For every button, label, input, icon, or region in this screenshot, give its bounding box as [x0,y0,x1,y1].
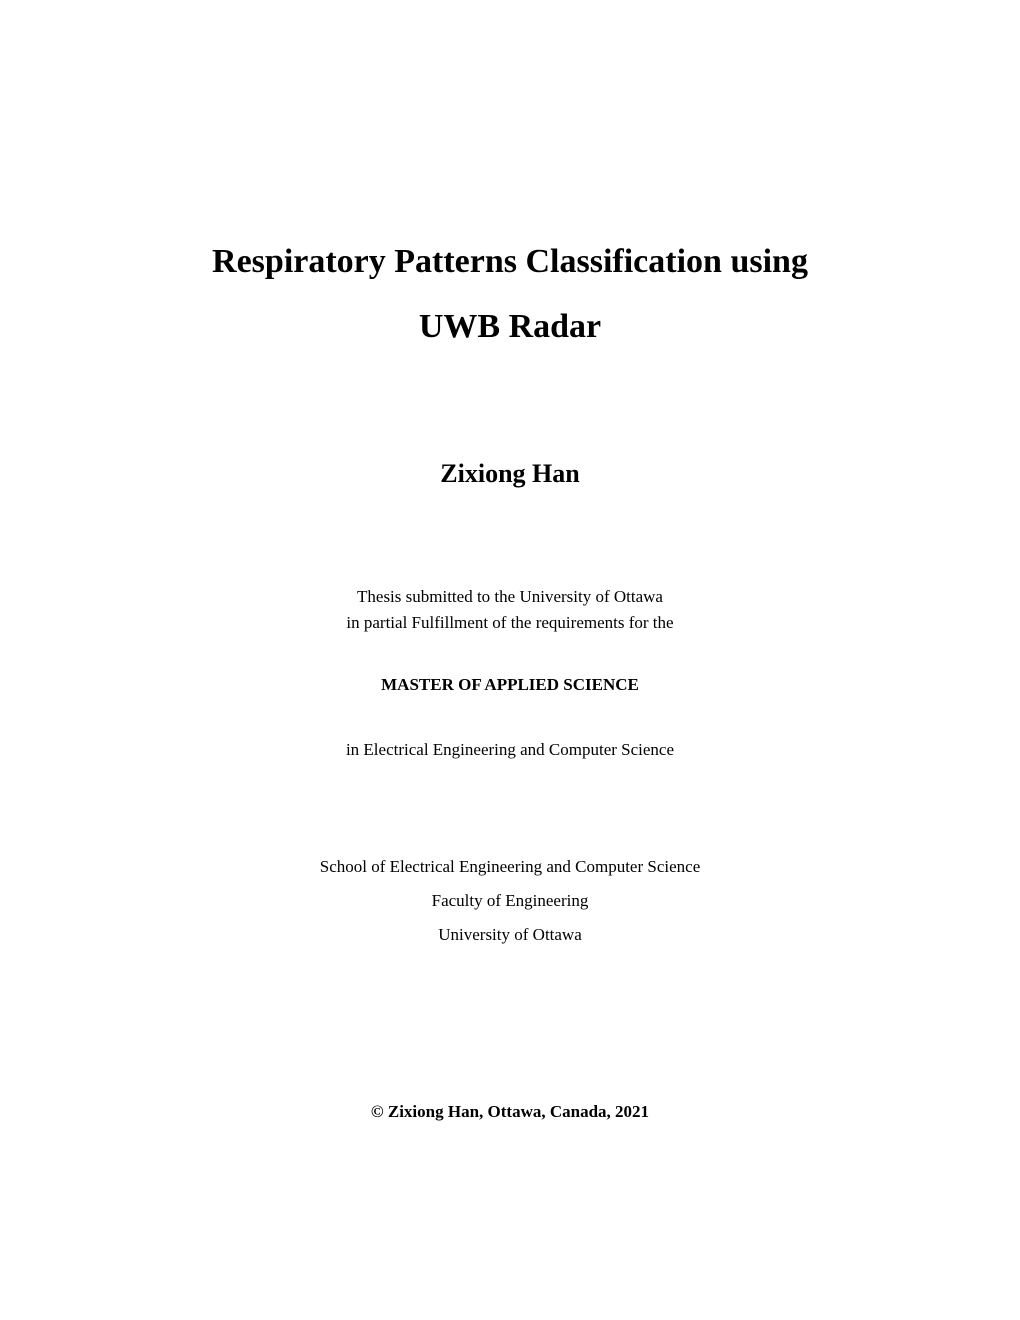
thesis-title-page: Respiratory Patterns Classification usin… [0,0,1020,1320]
copyright-notice: © Zixiong Han, Ottawa, Canada, 2021 [120,1102,900,1122]
faculty-name: Faculty of Engineering [120,884,900,918]
author-name: Zixiong Han [120,459,900,489]
university-name: University of Ottawa [120,918,900,952]
institution-block: School of Electrical Engineering and Com… [120,850,900,952]
title-line-1: Respiratory Patterns Classification usin… [120,230,900,295]
title-line-2: UWB Radar [120,295,900,360]
submission-line-1: Thesis submitted to the University of Ot… [120,584,900,610]
school-name: School of Electrical Engineering and Com… [120,850,900,884]
submission-line-2: in partial Fulfillment of the requiremen… [120,610,900,636]
department-name: in Electrical Engineering and Computer S… [120,740,900,760]
degree-name: MASTER OF APPLIED SCIENCE [120,675,900,695]
submission-statement: Thesis submitted to the University of Ot… [120,584,900,635]
thesis-title: Respiratory Patterns Classification usin… [120,230,900,359]
